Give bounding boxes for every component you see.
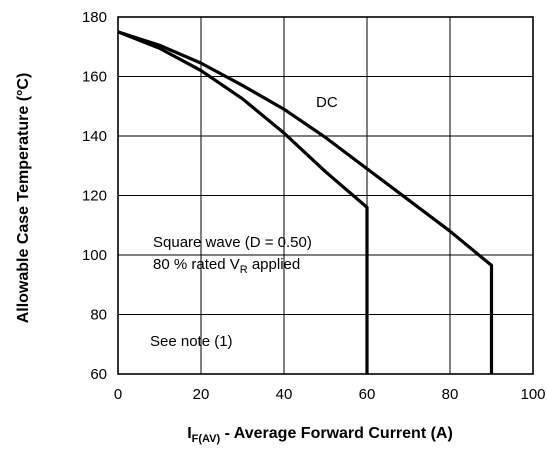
- grid: [117, 16, 534, 375]
- plot-frame: [117, 16, 534, 375]
- y-axis-title: Allowable Case Temperature (°C): [15, 73, 32, 324]
- rated-vr-subscript: R: [240, 264, 248, 276]
- y-tick-label: 120: [82, 188, 107, 205]
- y-tick-label: 80: [90, 307, 107, 324]
- series-square-wave-line: [117, 30, 369, 374]
- square-wave-label: Square wave (D = 0.50): [153, 234, 312, 251]
- y-tick-label: 180: [82, 9, 107, 26]
- y-tick-label: 160: [82, 69, 107, 86]
- y-tick-label: 60: [90, 366, 107, 383]
- x-tick-label: 40: [276, 386, 293, 403]
- x-axis-title-subscript: F(AV): [192, 433, 221, 445]
- dc-label: DC: [316, 94, 338, 111]
- x-tick-label: 100: [520, 386, 545, 403]
- note-label: See note (1): [150, 333, 233, 350]
- y-tick-labels: 60 80 100 120 140 160 180: [82, 9, 107, 383]
- x-tick-label: 0: [114, 386, 122, 403]
- x-axis-title-rest: - Average Forward Current (A): [220, 425, 453, 442]
- y-tick-label: 140: [82, 128, 107, 145]
- rated-vr-label: 80 % rated VR applied: [153, 256, 300, 276]
- x-axis-title: IF(AV) - Average Forward Current (A): [187, 425, 453, 445]
- rated-vr-text: 80 % rated V: [153, 256, 240, 273]
- y-tick-label: 100: [82, 247, 107, 264]
- x-tick-labels: 0 20 40 60 80 100: [114, 386, 546, 403]
- x-axis-title-main: I: [187, 425, 191, 442]
- curves: [117, 30, 494, 374]
- x-tick-label: 80: [442, 386, 459, 403]
- rated-vr-suffix: applied: [248, 256, 301, 273]
- series-dc-line: [117, 30, 494, 374]
- x-tick-label: 20: [193, 386, 210, 403]
- x-tick-label: 60: [359, 386, 376, 403]
